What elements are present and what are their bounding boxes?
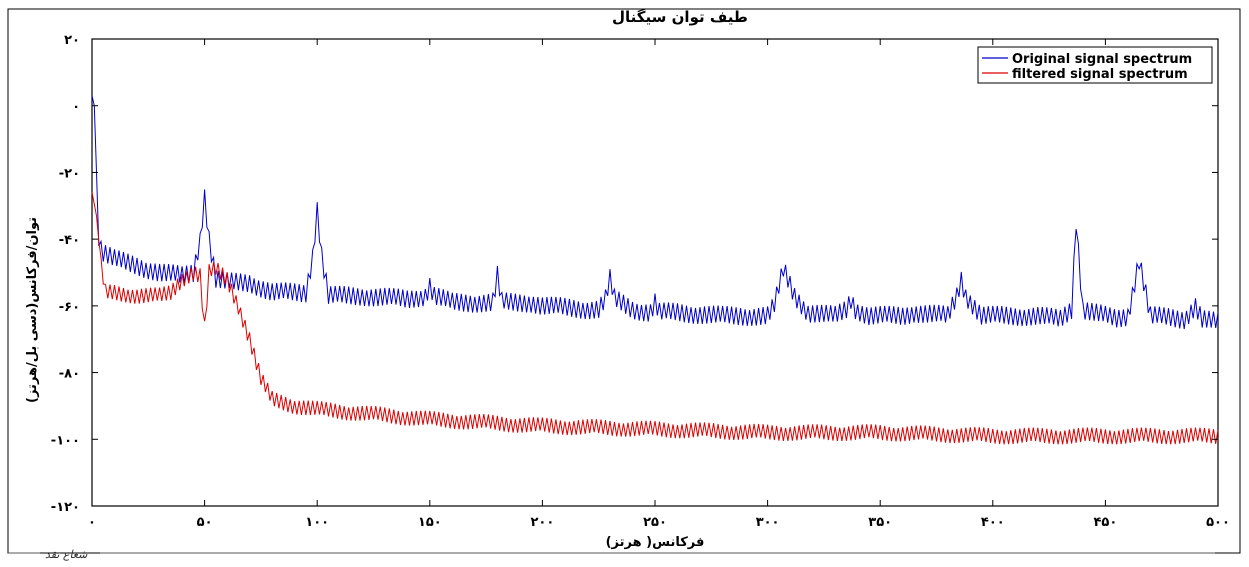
y-axis-label: توان/فرکانس(دسی بل/هرتز) [25,217,40,403]
series-layer [91,95,1219,445]
y-tick-label: -۶۰ [59,300,80,315]
x-tick-label: ۰ [88,515,96,530]
legend-label: filtered signal spectrum [1012,67,1188,82]
x-axis-label: فرکانس( هرتز) [606,535,705,550]
y-tick-label: -۲۰ [59,166,80,181]
x-tick-label: ۲۰۰ [530,515,554,530]
y-tick-label: ۲۰ [64,33,80,48]
y-tick-label: -۱۲۰ [51,500,80,515]
y-tick-label: -۴۰ [59,233,80,248]
watermark-text: شعاع نقد [45,548,88,561]
x-tick-label: ۱۰۰ [305,515,329,530]
y-tick-label: -۸۰ [59,367,80,382]
x-tick-label: ۳۵۰ [868,515,892,530]
watermark-logo: شعاع نقد [8,548,1215,561]
legend-label: Original signal spectrum [1012,52,1192,67]
x-tick-label: ۴۰۰ [981,515,1005,530]
series-line-filtered [91,192,1219,445]
y-tick-label: -۱۰۰ [51,433,80,448]
series-line-original [91,95,1219,330]
x-tick-label: ۴۵۰ [1093,515,1117,530]
axes-layer: ۰ ۵۰ ۱۰۰ ۱۵۰ ۲۰۰ ۲۵۰ ۳۰۰ ۳۵۰ ۴۰۰ ۴۵۰ ۵۰۰۲۰۰-۲۰-۴۰-… [51,33,1230,530]
x-tick-label: ۱۵۰ [418,515,442,530]
y-tick-label: ۰ [72,100,80,115]
plot-box [91,38,1219,507]
x-tick-label: ۵۰۰ [1206,515,1230,530]
x-tick-label: ۳۰۰ [756,515,780,530]
legend-box [977,46,1213,84]
x-tick-label: ۵۰ [197,515,213,530]
chart-title: طیف توان سیگنال [612,8,748,26]
x-tick-label: ۲۵۰ [643,515,667,530]
